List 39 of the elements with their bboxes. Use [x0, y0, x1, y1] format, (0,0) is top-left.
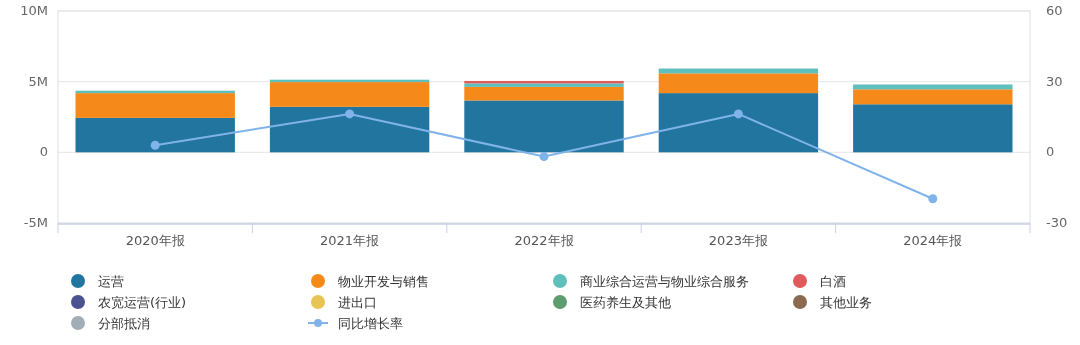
bar: [269, 82, 430, 107]
legend-label: 白酒: [820, 274, 846, 289]
bar: [75, 93, 235, 118]
legend-label: 分部抵消: [98, 316, 150, 331]
y-tick-label: 10M: [20, 3, 48, 18]
point: [150, 140, 160, 150]
legend-label: 运营: [98, 274, 124, 289]
bar: [853, 84, 1013, 90]
y2-tick-label: -30: [1046, 215, 1068, 230]
point: [733, 109, 743, 119]
bar: [464, 100, 624, 153]
x-tick-label: 2020年报: [125, 233, 185, 248]
point: [345, 109, 355, 119]
bar: [853, 104, 1013, 153]
bar: [464, 86, 624, 101]
point: [539, 152, 549, 162]
x-tick-label: 2022年报: [514, 233, 574, 248]
legend-label: 其他业务: [820, 295, 872, 310]
legend-label: 进出口: [338, 295, 377, 310]
legend-label: 农宽运营(行业): [98, 295, 187, 310]
bar: [75, 117, 235, 153]
bar: [269, 106, 430, 153]
bar: [658, 93, 819, 153]
legend-label: 商业综合运营与物业综合服务: [580, 274, 749, 289]
x-tick-label: 2024年报: [903, 233, 963, 248]
y2-tick-label: 60: [1046, 3, 1063, 18]
legend-label: 物业开发与销售: [338, 274, 429, 289]
legend-label: 同比增长率: [338, 316, 403, 331]
point: [928, 194, 938, 204]
y-tick-label: -5M: [23, 215, 48, 230]
x-tick-label: 2023年报: [708, 233, 768, 248]
legend-label: 医药养生及其他: [580, 295, 671, 310]
bar: [853, 89, 1013, 105]
bar: [658, 73, 819, 94]
y2-tick-label: 0: [1046, 144, 1055, 160]
y-tick-label: 0: [39, 144, 48, 160]
y2-tick-label: 30: [1046, 73, 1063, 89]
y-tick-label: 5M: [28, 73, 48, 89]
x-tick-label: 2021年报: [320, 233, 380, 248]
